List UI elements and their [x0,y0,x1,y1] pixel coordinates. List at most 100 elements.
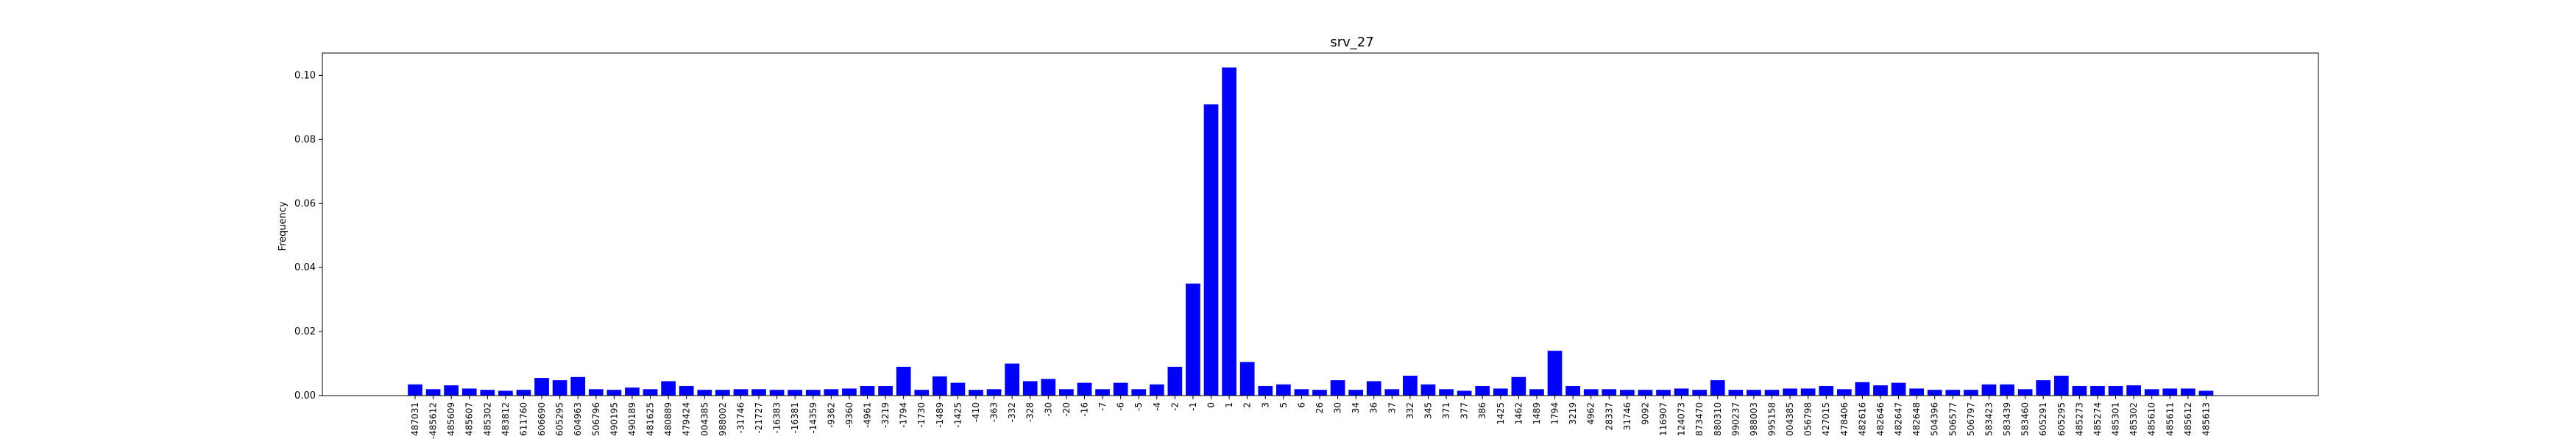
bar [1728,390,1744,396]
x-tick-label: 990237 [1730,402,1741,436]
x-tick-label: -485612 [428,402,439,439]
bar [896,366,911,396]
bar [1403,376,1418,396]
bar [1384,389,1400,396]
x-tick-label: 506577 [1947,402,1958,436]
x-tick-label: 479424 [682,402,692,436]
bar [1710,380,1725,396]
x-tick-label: 31746 [1622,402,1632,430]
bar [661,381,676,396]
x-tick-label: 988003 [1749,402,1759,436]
bar [2017,389,2033,396]
bar [606,390,622,396]
bar [1059,389,1074,396]
x-tick-label: -410 [971,402,981,422]
x-tick-label: 605295 [555,402,565,436]
x-tick-label: 506797 [1966,402,1976,436]
bar [2108,385,2123,396]
chart-title: srv_27 [1330,35,1373,50]
bar [1836,389,1852,396]
x-tick-label: 482648 [1911,402,1922,436]
x-tick-label: -3219 [880,402,891,428]
x-tick-label: 482616 [1857,402,1867,436]
bar [1964,390,1978,396]
y-axis-label: Frequency [277,201,289,250]
x-tick-label: 3 [1260,402,1270,408]
bar [1475,385,1490,396]
bar [1945,390,1961,396]
x-tick-label: 004385 [1785,402,1795,436]
bar [2072,385,2087,396]
x-tick-label: -363 [989,402,999,422]
x-tick-label: 485607 [464,402,475,436]
x-tick-label: 606690 [537,402,547,436]
x-tick-label: 583460 [2020,402,2031,436]
bar [1565,385,1580,396]
bar [679,385,694,396]
plot-frame [322,52,2319,396]
x-tick-label: -2 [1170,402,1180,411]
bar [588,389,604,396]
bar [914,390,930,396]
x-tick-label: 506796 [591,402,601,436]
bar [534,378,549,396]
x-tick-label: 483812 [500,402,511,436]
bar [1312,390,1327,396]
bar [1511,376,1526,396]
x-tick-label: 485612 [2183,402,2193,436]
bar [1131,389,1147,396]
bar [1602,389,1617,396]
bar [1981,384,1997,396]
bar [1222,67,1236,396]
x-tick-label: 377 [1459,402,1470,419]
x-tick-label: 056798 [1803,402,1814,436]
bar [1113,382,1128,396]
x-tick-label: -328 [1025,402,1036,422]
bar [1909,388,1924,396]
bar [1873,385,1888,396]
y-tick-label: 0.10 [294,70,316,81]
bar [1439,389,1454,396]
x-tick-label: -7 [1097,402,1108,411]
x-tick-label: -16381 [790,402,800,434]
x-tick-label: -332 [1007,402,1017,422]
bar [461,388,477,396]
bar [1638,390,1653,396]
x-tick-label: 611760 [518,402,528,436]
x-tick-label: -20 [1061,402,1072,417]
bar [498,390,513,396]
x-tick-label: 28337 [1604,402,1614,430]
bar [425,389,441,396]
x-tick-label: -16 [1079,402,1089,417]
bar [1186,283,1200,396]
x-tick-label: -14359 [808,402,818,434]
x-tick-label: 605291 [2038,402,2048,436]
x-tick-label: 9092 [1640,402,1650,425]
y-axis-ticks: 0.00 0.02 0.04 0.06 0.08 0.10 [294,70,322,401]
y-tick-label: 0.02 [294,326,316,337]
x-tick-label: 1489 [1532,402,1542,425]
bar [751,389,766,396]
x-tick-label: 485610 [2147,402,2157,436]
x-tick-label: 995158 [1767,402,1777,436]
bar [1747,390,1761,396]
bar [570,376,586,396]
bar [1258,385,1273,396]
x-tick-label: 4962 [1586,402,1596,425]
bar [516,390,531,396]
x-tick-label: 485301 [2111,402,2121,436]
bar [1149,384,1164,396]
x-tick-label: 34 [1351,402,1361,413]
bar [860,385,875,396]
x-tick-label: -9360 [844,402,854,428]
bar [1620,390,1635,396]
bar [1095,389,1110,396]
x-tick-label: 880310 [1713,402,1723,436]
bar [805,390,821,396]
x-tick-label: 124073 [1677,402,1687,436]
x-tick-label: 36 [1369,402,1379,413]
x-tick-label: 1425 [1496,402,1506,425]
bar [1764,390,1780,396]
